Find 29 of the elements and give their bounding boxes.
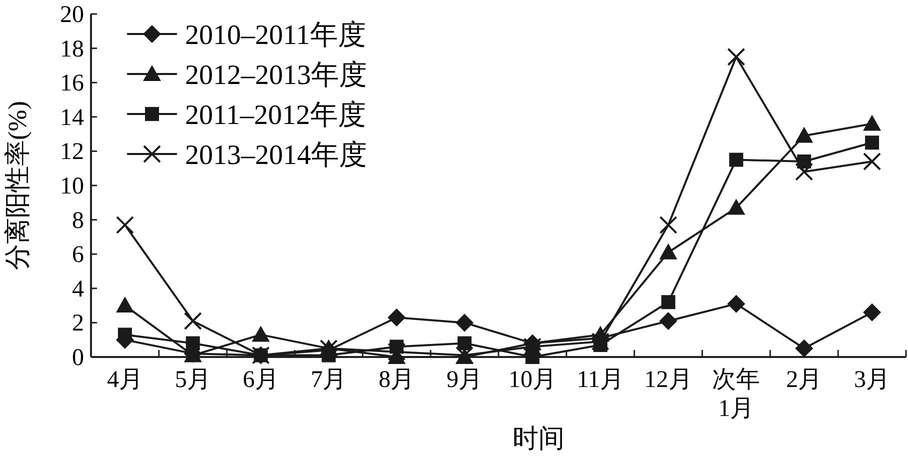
x-tick-label: 6月 (242, 367, 279, 393)
y-tick-label: 16 (60, 70, 84, 97)
x-tick-label: 11月 (576, 367, 624, 393)
legend-label: 2010–2011年度 (185, 20, 366, 51)
x-tick-label: 5月 (174, 367, 211, 393)
x-tick-label: 10月 (508, 367, 556, 393)
y-tick-label: 10 (60, 174, 84, 200)
x-axis-title: 时间 (512, 424, 564, 453)
x-tick-label: 3月 (854, 367, 890, 393)
y-tick-label: 2 (72, 310, 84, 337)
y-axis-title: 分离阳性率(%) (3, 101, 32, 270)
legend-label: 2011–2012年度 (185, 100, 366, 131)
y-tick-label: 6 (72, 242, 84, 268)
y-tick-label: 4 (72, 276, 84, 302)
legend-label: 2012–2013年度 (185, 60, 367, 91)
x-tick-label: 7月 (310, 367, 347, 393)
y-tick-label: 12 (60, 139, 84, 166)
x-tick-label: 次年1月 (712, 367, 760, 422)
x-tick-label: 2月 (786, 367, 822, 393)
y-tick-label: 20 (60, 2, 84, 28)
y-tick-label: 8 (72, 208, 84, 234)
y-tick-label: 18 (60, 36, 84, 62)
y-tick-label: 0 (72, 345, 84, 371)
y-tick-label: 14 (60, 104, 84, 131)
x-tick-label: 9月 (446, 367, 483, 393)
x-tick-label: 12月 (644, 367, 692, 393)
x-tick-label: 8月 (378, 367, 415, 393)
x-tick-label: 4月 (106, 367, 143, 393)
legend-label: 2013–2014年度 (185, 140, 367, 171)
